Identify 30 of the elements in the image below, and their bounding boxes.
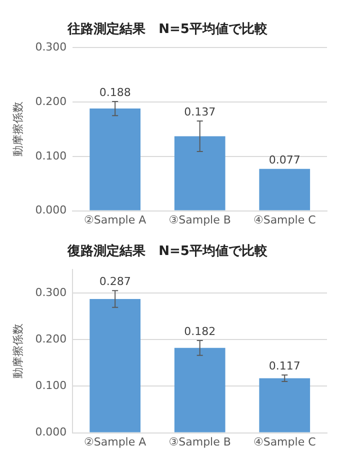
bar bbox=[90, 298, 141, 432]
bar bbox=[259, 168, 310, 210]
data-label: 0.287 bbox=[99, 274, 131, 288]
x-tick-label: ②Sample A bbox=[84, 435, 147, 448]
bar bbox=[174, 136, 226, 210]
data-label: 0.137 bbox=[184, 105, 216, 118]
y-tick-label: 0.200 bbox=[35, 332, 67, 346]
x-tick-label: ③Sample B bbox=[168, 213, 231, 226]
y-tick-label: 0.100 bbox=[35, 149, 67, 162]
bar bbox=[90, 108, 141, 210]
y-tick-label: 0.300 bbox=[35, 286, 67, 299]
x-tick-label: ④Sample C bbox=[253, 213, 316, 226]
y-tick-label: 0.100 bbox=[35, 379, 67, 392]
bar bbox=[259, 378, 310, 432]
data-label: 0.188 bbox=[99, 86, 131, 99]
data-label: 0.077 bbox=[268, 153, 300, 166]
x-tick-label: ④Sample C bbox=[253, 435, 316, 448]
bar bbox=[174, 348, 226, 432]
y-tick-label: 0.200 bbox=[35, 94, 67, 108]
y-axis-title: 動摩擦係数 bbox=[11, 102, 24, 157]
y-tick-label: 0.000 bbox=[35, 426, 67, 439]
y-tick-label: 0.300 bbox=[35, 40, 67, 54]
data-label: 0.117 bbox=[268, 359, 300, 372]
data-label: 0.182 bbox=[184, 324, 216, 338]
chart-title: 往路測定結果 N=5平均値で比較 bbox=[66, 21, 268, 38]
y-axis-title: 動摩擦係数 bbox=[11, 324, 24, 379]
x-tick-label: ②Sample A bbox=[84, 213, 147, 226]
y-tick-label: 0.000 bbox=[35, 204, 67, 217]
x-tick-label: ③Sample B bbox=[168, 435, 231, 448]
chart-title: 復路測定結果 N=5平均値で比較 bbox=[66, 243, 268, 260]
